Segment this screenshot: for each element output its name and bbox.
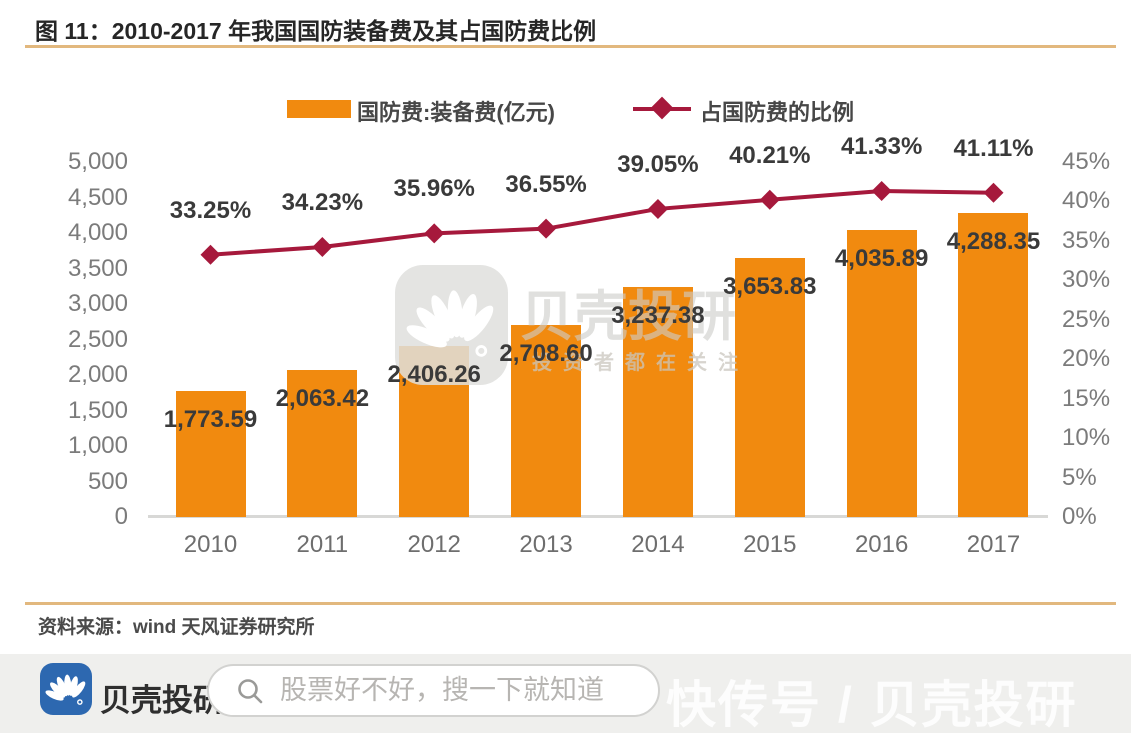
ratio-value-label: 41.11%: [953, 134, 1034, 162]
ratio-value-label: 39.05%: [617, 150, 699, 178]
shell-fan-icon: [406, 290, 494, 357]
y-axis-left-tick: 4,500: [67, 183, 128, 211]
ratio-value-label: 40.21%: [729, 141, 811, 169]
y-axis-left-tick: 5,000: [67, 148, 128, 175]
figure-title: 2010-2017 年我国国防装备费及其占国防费比例: [111, 18, 597, 44]
watermark-logo-icon: [395, 265, 508, 385]
x-axis-label: 2016: [854, 531, 909, 558]
y-axis-right-tick: 30%: [1062, 266, 1111, 294]
legend-line-label: 占国防费的比例: [700, 100, 855, 125]
diamond-marker: [200, 244, 221, 265]
x-axis-label: 2013: [519, 531, 573, 558]
bar-2011: [287, 370, 358, 517]
legend-bar-label: 国防费:装备费(亿元): [357, 100, 555, 125]
y-axis-left-tick: 3,000: [67, 290, 128, 317]
brand-name: 贝壳投研: [100, 683, 224, 718]
brand-logo[interactable]: [40, 663, 92, 715]
bar-2017: [958, 212, 1029, 517]
y-axis-right-tick: 35%: [1062, 226, 1111, 254]
x-axis-baseline: [148, 515, 1048, 518]
diamond-marker: [759, 189, 780, 210]
bar-value-label: 2,406.26: [387, 361, 481, 389]
search-input[interactable]: [278, 674, 652, 707]
bar-value-label: 3,237.38: [611, 302, 705, 330]
y-axis-right-tick: 10%: [1062, 424, 1111, 452]
y-axis-left-tick: 1,500: [67, 396, 128, 424]
figure-header: 图 11：2010-2017 年我国国防装备费及其占国防费比例: [35, 12, 596, 46]
bar-value-label: 2,063.42: [275, 385, 370, 413]
watermark-slogan-text: 投资者都在关注: [532, 352, 749, 374]
diamond-marker: [871, 180, 892, 201]
y-axis-left-tick: 0: [114, 503, 128, 530]
legend-line-swatch: [633, 96, 691, 120]
bar-value-label: 4,288.35: [946, 227, 1041, 255]
bar-value-label: 1,773.59: [163, 406, 258, 434]
source-note: 资料来源：wind 天风证券研究所: [38, 617, 315, 638]
diamond-marker: [424, 223, 445, 244]
x-axis-label: 2014: [631, 531, 685, 558]
ratio-value-label: 41.33%: [840, 132, 923, 160]
y-axis-right-tick: 45%: [1062, 148, 1111, 175]
y-axis-left-tick: 3,500: [67, 254, 128, 282]
y-axis-left-tick: 2,500: [67, 325, 128, 353]
x-axis-label: 2012: [407, 531, 461, 558]
search-icon: [238, 678, 263, 703]
y-axis-left-tick: 2,000: [67, 361, 128, 388]
figure-label: 图 11：: [35, 18, 112, 44]
watermark-brand-text: 贝壳投研: [520, 287, 736, 347]
divider-top: [25, 45, 1116, 48]
y-axis-left-tick: 4,000: [67, 219, 128, 246]
bar-2013: [511, 324, 582, 517]
diamond-marker: [312, 236, 333, 257]
y-axis-right-tick: 15%: [1062, 384, 1111, 412]
bar-value-label: 3,653.83: [723, 272, 817, 300]
diamond-marker: [536, 218, 557, 239]
search-box[interactable]: [207, 664, 660, 717]
footer-watermark-text: 快传号 / 贝壳投研: [666, 677, 1078, 733]
bar-2014: [622, 287, 693, 517]
chart-plot: 贝壳投研 投资者都在关注 5,000 4,500 4,000 3,500 3,000 2,…: [67, 132, 1111, 558]
x-axis-label: 2017: [966, 531, 1021, 558]
diamond-marker: [983, 182, 1004, 203]
bar-2016: [846, 230, 917, 517]
y-axis-right-tick: 5%: [1062, 463, 1097, 491]
x-axis-label: 2011: [296, 531, 349, 558]
y-axis-right-tick: 40%: [1062, 187, 1111, 215]
bar-value-label: 2,708.60: [499, 339, 593, 367]
y-axis-right-tick: 0%: [1062, 503, 1097, 530]
x-axis-label: 2010: [183, 531, 238, 558]
y-axis-right-tick: 25%: [1062, 305, 1111, 333]
diamond-marker: [647, 198, 668, 219]
y-axis-right-tick: 20%: [1062, 345, 1111, 373]
divider-source: [25, 602, 1116, 605]
bar-2010: [175, 391, 246, 517]
y-axis-left-tick: 500: [87, 467, 128, 495]
legend-bar-swatch: [287, 100, 351, 118]
x-axis-label: 2015: [743, 531, 797, 558]
bar-2015: [734, 257, 805, 517]
shell-fan-icon: [45, 674, 86, 705]
y-axis-left-tick: 1,000: [67, 432, 128, 459]
footer-bar: 贝壳投研 快传号 / 贝壳投研: [0, 654, 1131, 733]
